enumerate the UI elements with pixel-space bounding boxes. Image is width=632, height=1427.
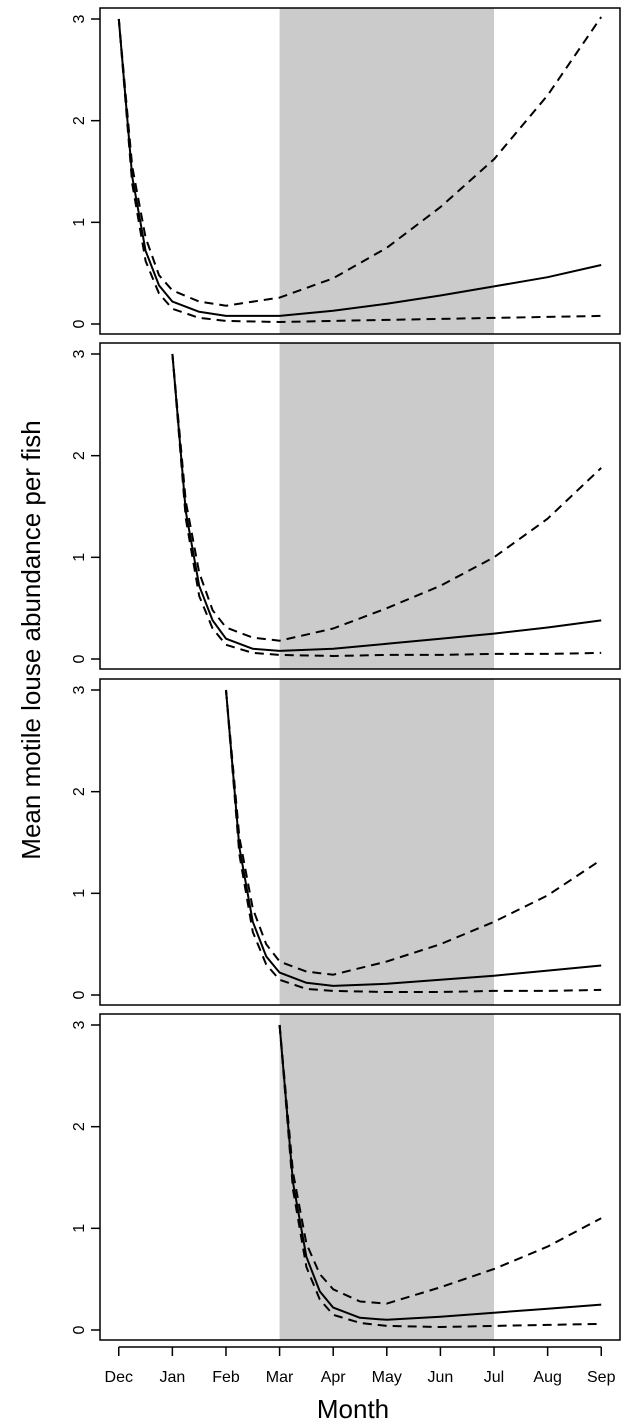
ci-line-upper xyxy=(171,353,602,642)
x-tick-label: Sep xyxy=(587,1369,616,1386)
panel-frame xyxy=(99,7,621,335)
panel-3: 0 1 2 3 xyxy=(71,678,621,1006)
ci-line-upper xyxy=(225,689,602,976)
ci-line-lower xyxy=(117,18,602,323)
x-tick-label: Jul xyxy=(484,1369,504,1386)
shaded-region xyxy=(279,343,495,669)
y-tick-label: 0 xyxy=(71,654,88,663)
y-tick-label: 2 xyxy=(71,451,88,460)
y-tick-label: 0 xyxy=(71,1325,88,1334)
panels: 0 1 2 3 0 1 2 3 0 1 2 3 0 1 2 3 xyxy=(71,7,621,1341)
ci-line-upper xyxy=(278,1024,602,1305)
mean-line xyxy=(225,689,602,987)
y-tick-label: 2 xyxy=(71,116,88,125)
x-tick-label: Feb xyxy=(212,1369,240,1386)
mean-line xyxy=(171,353,602,652)
x-tick-label: Jun xyxy=(428,1369,454,1386)
ci-line-lower xyxy=(225,689,602,993)
y-tick-label: 1 xyxy=(71,1224,88,1233)
ci-line-lower xyxy=(278,1024,602,1328)
ci-line-lower xyxy=(171,353,602,657)
y-tick-label: 1 xyxy=(71,889,88,898)
x-axis-title: Month xyxy=(317,1394,389,1424)
panel-frame xyxy=(99,342,621,670)
y-tick-label: 3 xyxy=(71,349,88,358)
x-tick-label: May xyxy=(372,1369,402,1386)
y-tick-label: 2 xyxy=(71,1122,88,1131)
mean-line xyxy=(117,18,602,317)
shaded-region xyxy=(279,1014,495,1340)
y-tick-label: 3 xyxy=(71,14,88,23)
panel-1: 0 1 2 3 xyxy=(71,7,621,335)
x-tick-label: Jan xyxy=(159,1369,185,1386)
y-axis-title: Mean motile louse abundance per fish xyxy=(16,420,46,859)
y-tick-label: 1 xyxy=(71,553,88,562)
x-tick-label: Dec xyxy=(105,1369,133,1386)
shaded-region xyxy=(279,8,495,334)
x-tick-label: Aug xyxy=(533,1369,561,1386)
y-tick-label: 1 xyxy=(71,218,88,227)
x-tick-label: Mar xyxy=(266,1369,294,1386)
x-axis: Dec Jan Feb Mar Apr May Jun Jul Aug Sep xyxy=(105,1346,616,1386)
shaded-region xyxy=(279,679,495,1005)
y-tick-label: 3 xyxy=(71,1020,88,1029)
panel-frame xyxy=(99,1013,621,1341)
panel-2: 0 1 2 3 xyxy=(71,342,621,670)
mean-line xyxy=(278,1024,602,1321)
y-tick-label: 3 xyxy=(71,685,88,694)
y-tick-label: 2 xyxy=(71,787,88,796)
panel-frame xyxy=(99,678,621,1006)
y-tick-label: 0 xyxy=(71,319,88,328)
panel-4: 0 1 2 3 xyxy=(71,1013,621,1341)
ci-line-upper xyxy=(117,16,603,307)
y-tick-label: 0 xyxy=(71,990,88,999)
x-tick-label: Apr xyxy=(321,1369,347,1386)
